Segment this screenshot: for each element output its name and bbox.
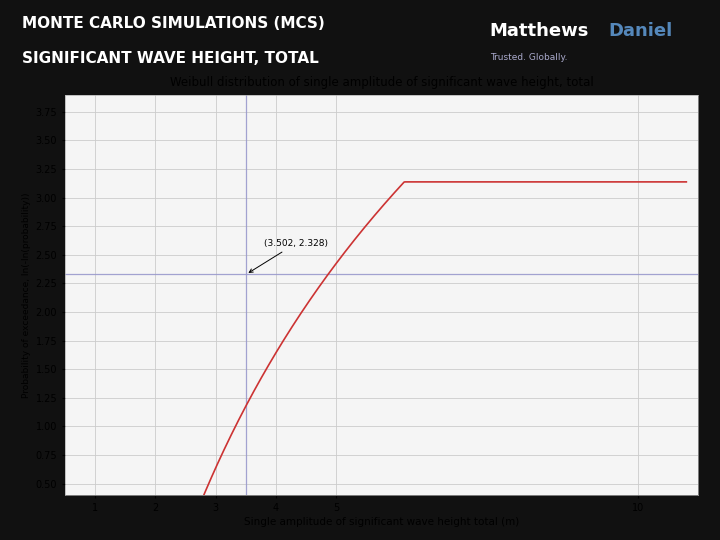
- Text: Daniel: Daniel: [608, 22, 672, 40]
- Y-axis label: Probability of exceedance, ln(-ln(probability)): Probability of exceedance, ln(-ln(probab…: [22, 192, 31, 397]
- Text: Matthews: Matthews: [490, 22, 589, 40]
- Text: SIGNIFICANT WAVE HEIGHT, TOTAL: SIGNIFICANT WAVE HEIGHT, TOTAL: [22, 51, 318, 66]
- Text: (3.502, 2.328): (3.502, 2.328): [249, 239, 328, 272]
- Text: Trusted. Globally.: Trusted. Globally.: [490, 53, 567, 62]
- Title: Weibull distribution of single amplitude of significant wave height, total: Weibull distribution of single amplitude…: [170, 76, 593, 89]
- X-axis label: Single amplitude of significant wave height total (m): Single amplitude of significant wave hei…: [244, 517, 519, 527]
- Text: MONTE CARLO SIMULATIONS (MCS): MONTE CARLO SIMULATIONS (MCS): [22, 16, 324, 31]
